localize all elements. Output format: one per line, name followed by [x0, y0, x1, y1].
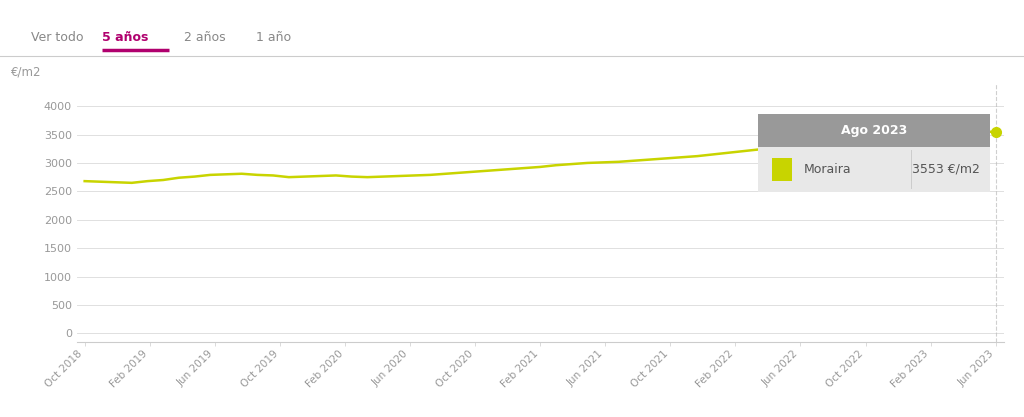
FancyBboxPatch shape [758, 147, 989, 192]
FancyBboxPatch shape [758, 114, 989, 147]
Text: 1 año: 1 año [256, 31, 291, 44]
Text: Ago 2023: Ago 2023 [841, 124, 907, 137]
Text: Ver todo: Ver todo [31, 31, 83, 44]
Text: 5 años: 5 años [102, 31, 148, 44]
Text: 3553 €/m2: 3553 €/m2 [912, 163, 980, 176]
Text: Moraira: Moraira [804, 163, 851, 176]
Y-axis label: €/m2: €/m2 [10, 65, 41, 78]
Text: 2 años: 2 años [184, 31, 226, 44]
FancyBboxPatch shape [772, 158, 793, 181]
